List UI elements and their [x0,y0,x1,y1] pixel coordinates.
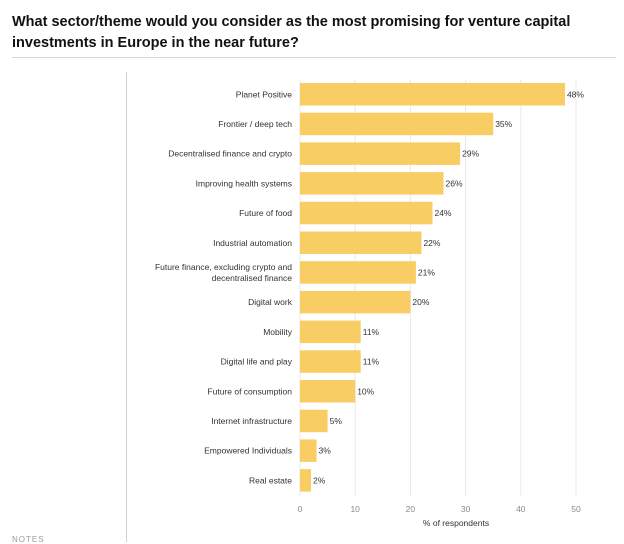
bar-0 [300,83,565,106]
category-label-3: Improving health systems [196,178,292,188]
value-label-7: 20% [412,297,429,307]
bar-12 [300,439,317,462]
category-label-6: Future finance, excluding crypto and dece… [155,262,292,283]
x-tick-label-0: 0 [298,504,303,514]
category-label-line: decentralised finance [212,273,293,283]
value-label-6: 21% [418,267,435,277]
value-label-9: 11% [363,357,380,367]
bar-6 [300,261,416,284]
bar-3 [300,172,444,195]
x-tick-label-1: 10 [350,504,360,514]
title-divider [12,57,616,58]
category-label-line: Future of consumption [207,386,292,396]
category-label-10: Future of consumption [207,386,292,396]
category-label-12: Empowered Individuals [204,446,292,456]
left-panel-rule [126,72,127,542]
category-label-line: Planet Positive [236,89,292,99]
bar-11 [300,409,328,433]
category-label-line: Future of food [239,208,292,218]
category-label-line: Digital work [248,297,293,307]
category-label-8: Mobility [263,327,293,337]
bar-8 [300,320,361,344]
category-label-line: Internet infrastructure [211,416,292,426]
category-label-line: Empowered Individuals [204,446,292,456]
category-label-11: Internet infrastructure [211,416,292,426]
value-label-13: 2% [313,475,326,485]
bar-9 [300,350,361,373]
category-label-line: Frontier / deep tech [218,119,292,129]
bar-1 [300,112,494,136]
category-label-line: Decentralised finance and crypto [168,149,292,159]
bar-5 [300,231,422,254]
category-label-9: Digital life and play [221,357,293,367]
category-label-2: Decentralised finance and crypto [168,149,292,159]
value-label-8: 11% [363,327,380,337]
chart-title: What sector/theme would you consider as … [12,14,571,51]
category-label-5: Industrial automation [213,238,292,248]
value-label-12: 3% [319,446,332,456]
category-label-13: Real estate [249,475,292,485]
value-label-1: 35% [495,119,512,129]
category-label-4: Future of food [239,208,292,218]
bar-10 [300,380,356,403]
x-tick-label-2: 20 [406,504,416,514]
bar-7 [300,290,411,314]
x-tick-label-4: 40 [516,504,526,514]
x-tick-label-5: 50 [571,504,581,514]
bar-13 [300,469,312,492]
category-label-line: Future finance, excluding crypto and [155,262,292,272]
category-label-line: Digital life and play [221,357,293,367]
value-label-3: 26% [446,178,463,188]
value-label-11: 5% [330,416,343,426]
category-label-line: Real estate [249,475,292,485]
category-label-7: Digital work [248,297,293,307]
bar-2 [300,142,461,165]
value-label-5: 22% [423,238,440,248]
notes-label: NOTES [12,535,45,544]
category-label-line: Mobility [263,327,293,337]
bar-4 [300,201,433,225]
category-label-line: Industrial automation [213,238,292,248]
value-label-4: 24% [434,208,451,218]
category-label-0: Planet Positive [236,89,292,99]
value-label-2: 29% [462,149,479,159]
x-tick-label-3: 30 [461,504,471,514]
category-label-1: Frontier / deep tech [218,119,292,129]
value-label-10: 10% [357,386,374,396]
category-label-line: Improving health systems [196,178,292,188]
value-label-0: 48% [567,89,584,99]
x-axis-title: % of respondents [423,518,489,528]
